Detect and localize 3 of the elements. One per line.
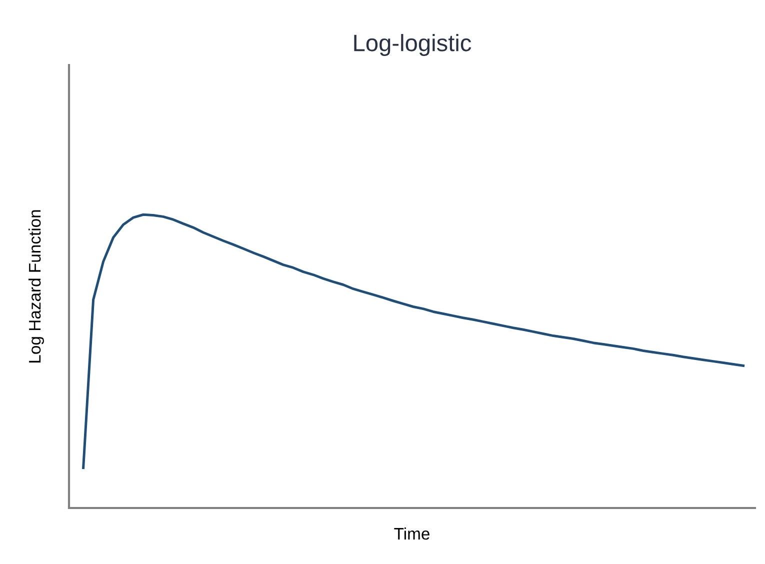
y-axis-title: Log Hazard Function bbox=[28, 210, 44, 362]
chart-title: Log-logistic bbox=[354, 34, 472, 56]
x-axis-title: Time bbox=[394, 527, 430, 540]
